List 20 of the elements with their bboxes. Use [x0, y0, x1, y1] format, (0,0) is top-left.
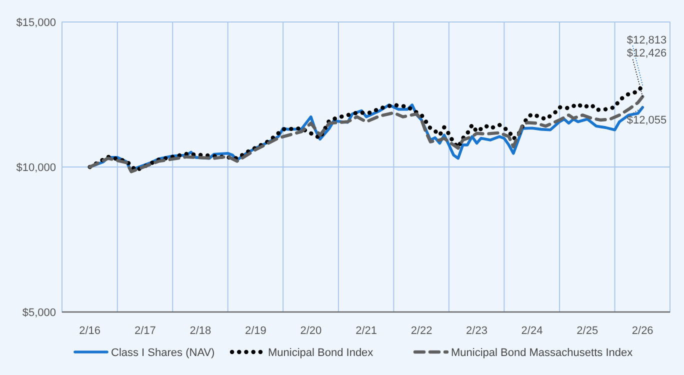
annotation: $12,813: [626, 34, 667, 46]
y-tick-label: $15,000: [16, 16, 56, 29]
x-tick-label: 2/18: [190, 324, 212, 337]
x-tick-label: 2/17: [134, 324, 156, 337]
x-tick-label: 2/23: [466, 324, 488, 337]
y-tick-label: $5,000: [22, 306, 56, 319]
x-tick-label: 2/26: [632, 324, 654, 337]
x-tick-label: 2/25: [576, 324, 598, 337]
y-tick-label: $10,000: [16, 162, 56, 174]
x-tick-label: 2/22: [410, 324, 432, 337]
legend-label: Municipal Bond Index: [268, 346, 374, 359]
legend-label: Municipal Bond Massachusetts Index: [451, 346, 634, 359]
x-tick-label: 2/16: [79, 324, 101, 337]
x-tick-label: 2/21: [356, 324, 378, 337]
x-tick-label: 2/20: [300, 324, 322, 337]
x-tick-label: 2/19: [244, 324, 266, 337]
annotation: $12,055: [626, 114, 667, 126]
annotation: $12,426: [626, 47, 667, 60]
legend-label: Class I Shares (NAV): [111, 346, 215, 359]
x-tick-label: 2/24: [521, 324, 543, 337]
